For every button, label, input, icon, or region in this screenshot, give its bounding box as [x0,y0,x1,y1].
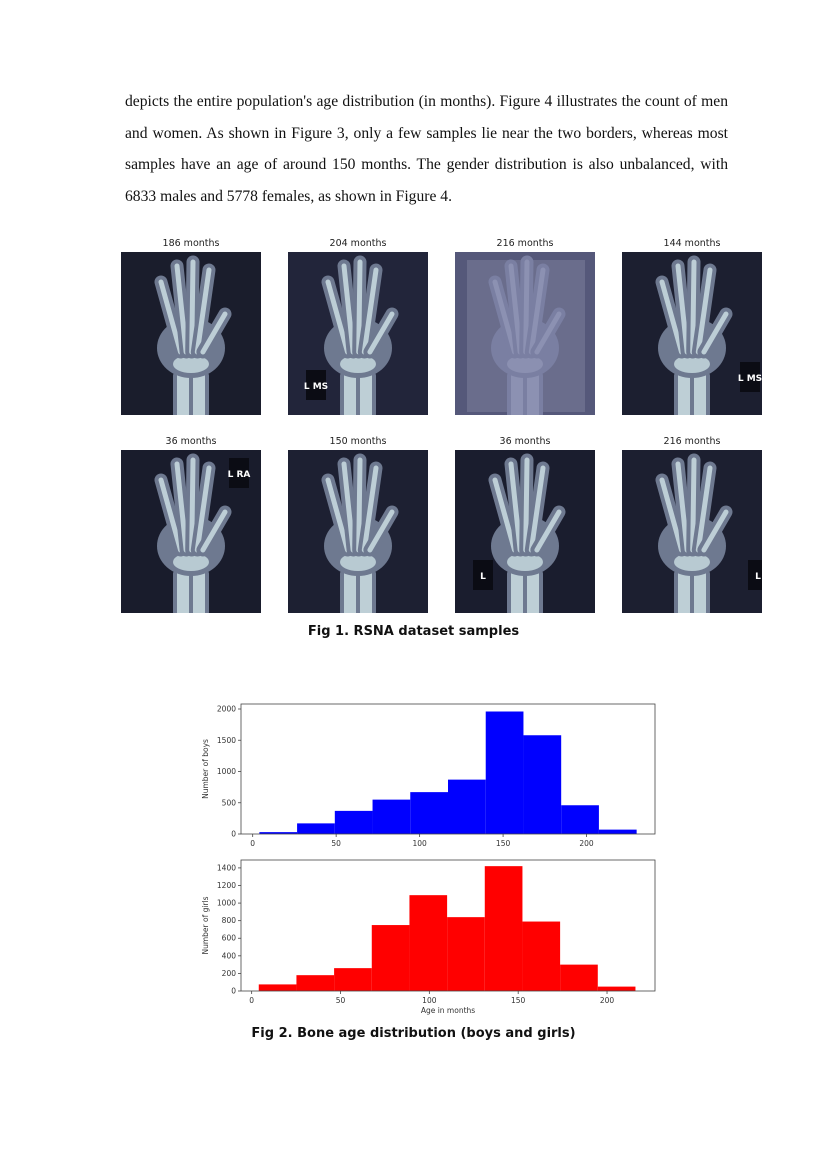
y-tick-label: 0 [231,830,236,839]
x-tick-label: 150 [511,996,526,1005]
histogram-bar [561,805,599,834]
y-tick-label: 1400 [217,863,236,872]
sample-age-label: 204 months [329,238,387,249]
y-tick-label: 1500 [217,736,236,745]
sample-age-label: 144 months [663,238,721,249]
sample-xray-1: 186 months [121,236,261,415]
hand-xray-image [121,252,261,415]
y-axis-label: Number of boys [201,739,210,799]
y-tick-label: 800 [222,916,237,925]
sample-xray-7: 36 months L [455,434,595,613]
histogram-bar [560,964,598,991]
y-tick-label: 0 [231,987,236,996]
body-paragraph: depicts the entire population's age dist… [125,93,728,205]
y-tick-label: 500 [222,798,237,807]
sample-age-label: 36 months [165,436,217,447]
sample-age-label: 150 months [329,436,387,447]
x-tick-label: 150 [496,839,511,848]
histogram-bar [372,799,411,834]
hand-xray-image: L MS [288,252,428,415]
sample-age-label: 216 months [496,238,554,249]
y-tick-label: 400 [222,951,237,960]
x-tick-label: 50 [331,839,341,848]
histogram-bar [334,968,372,991]
histogram-bar [485,711,524,834]
x-tick-label: 200 [579,839,594,848]
figure-2-caption: Fig 2. Bone age distribution (boys and g… [251,1026,576,1041]
histogram-bar [522,921,561,991]
histogram-bar [258,984,297,991]
x-tick-label: 0 [250,839,255,848]
figure-1-sample-grid: 186 months 204 months L MS 216 months 144 mo… [118,236,764,616]
sample-xray-5: 36 months L RA [121,434,261,613]
sample-age-label: 186 months [162,238,220,249]
sample-xray-2: 204 months L MS [288,236,428,415]
histogram-bar [447,917,485,991]
histogram-bar [409,895,448,991]
y-tick-label: 2000 [217,705,236,714]
y-tick-label: 1000 [217,767,236,776]
histogram-bar [296,975,335,991]
svg-text:L: L [755,572,761,582]
y-tick-label: 1200 [217,881,236,890]
y-axis-label: Number of girls [201,896,210,954]
x-tick-label: 100 [422,996,437,1005]
histogram-bar [484,866,523,991]
histogram-bar [334,810,373,834]
y-tick-label: 1000 [217,899,236,908]
sample-xray-8: 216 months L [622,434,762,613]
histogram-panel-2: 0 50 100 150 200 0 200 400 600 800 1000 1200 1400 Num… [201,859,656,1015]
x-tick-label: 50 [336,996,346,1005]
hand-xray-image [288,450,428,613]
hand-xray-image: L MS [622,252,762,415]
histogram-bar [259,832,298,834]
histogram-bar [448,779,486,834]
histogram-bar [297,823,335,834]
sample-xray-6: 150 months [288,434,428,613]
y-tick-label: 600 [222,934,237,943]
figure-1-caption: Fig 1. RSNA dataset samples [307,624,520,639]
x-axis-label: Age in months [421,1006,475,1015]
histogram-bar [523,735,562,834]
sample-age-label: 36 months [499,436,551,447]
histogram-bar [371,925,410,991]
svg-text:L: L [480,572,486,582]
sample-xray-4: 144 months L MS [622,236,762,415]
sample-xray-3: 216 months [455,236,595,415]
svg-text:L MS: L MS [738,374,762,384]
sample-age-label: 216 months [663,436,721,447]
histogram-bar [410,792,448,834]
x-tick-label: 100 [412,839,427,848]
hand-xray-image: L [455,450,595,613]
histogram-bar [598,829,637,834]
y-tick-label: 200 [222,969,237,978]
svg-text:L MS: L MS [304,382,328,392]
x-tick-label: 0 [249,996,254,1005]
hand-xray-image: L RA [121,450,261,613]
svg-text:L RA: L RA [228,470,251,480]
x-tick-label: 200 [600,996,615,1005]
hand-xray-image [455,252,595,415]
hand-xray-image: L [622,450,762,613]
histogram-bar [597,986,636,991]
